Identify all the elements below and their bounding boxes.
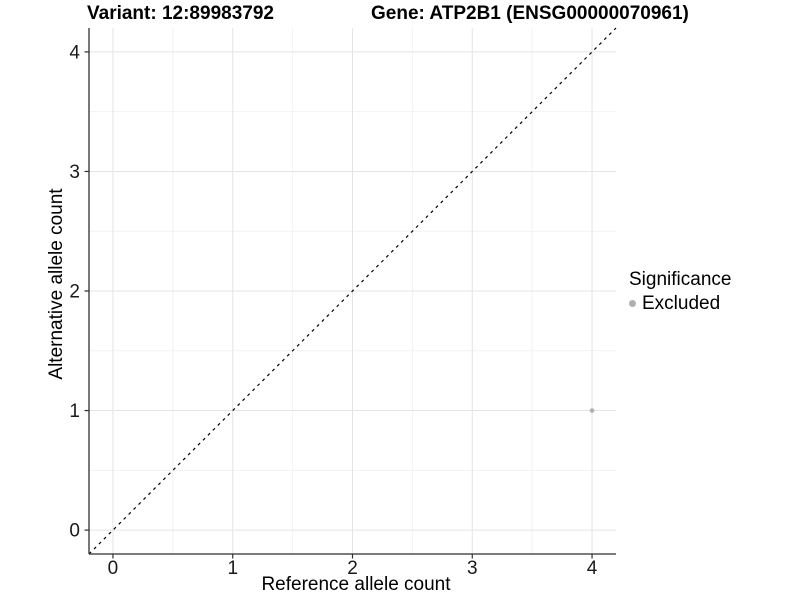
y-axis-label: Alternative allele count bbox=[46, 188, 67, 380]
y-tick-label: 0 bbox=[69, 521, 80, 542]
legend: Significance Excluded bbox=[629, 269, 731, 314]
y-tick-label: 3 bbox=[69, 162, 80, 183]
x-tick-label: 2 bbox=[347, 558, 358, 579]
legend-item-label: Excluded bbox=[642, 293, 721, 314]
legend-title: Significance bbox=[629, 269, 732, 290]
y-tick-label: 2 bbox=[69, 282, 80, 303]
x-tick-label: 0 bbox=[108, 558, 119, 579]
identity-line bbox=[88, 27, 617, 555]
x-tick-label: 4 bbox=[587, 558, 598, 579]
x-axis-label: Reference allele count bbox=[261, 574, 451, 595]
x-tick-label: 1 bbox=[227, 558, 238, 579]
legend-point-icon bbox=[629, 300, 636, 307]
data-point bbox=[589, 408, 595, 413]
y-tick-label: 1 bbox=[69, 401, 80, 422]
x-tick-label: 3 bbox=[467, 558, 478, 579]
y-tick-label: 4 bbox=[69, 43, 80, 64]
plot-title-gene: Gene: ATP2B1 (ENSG00000070961) bbox=[371, 3, 689, 24]
plot-title-variant: Variant: 12:89983792 bbox=[87, 3, 274, 24]
legend-item-excluded: Excluded bbox=[629, 293, 731, 314]
